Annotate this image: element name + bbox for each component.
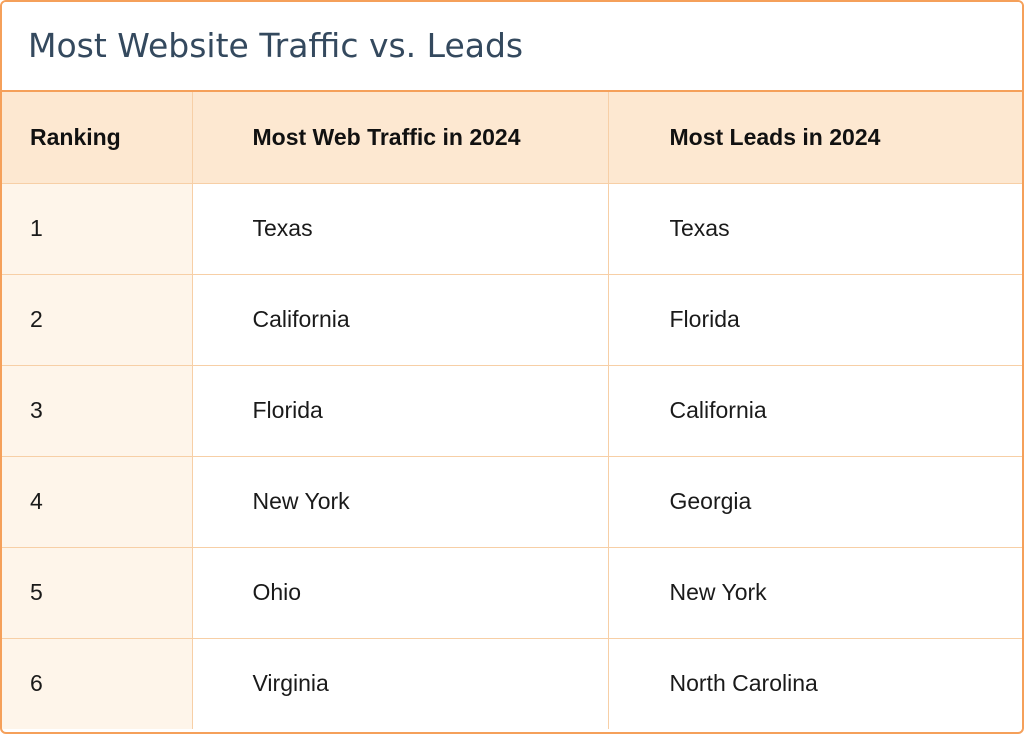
leads-cell: Texas <box>608 183 1022 275</box>
ranking-table: Ranking Most Web Traffic in 2024 Most Le… <box>2 92 1022 729</box>
column-header-leads: Most Leads in 2024 <box>608 92 1022 184</box>
leads-cell: California <box>608 365 1022 457</box>
header-row: Ranking Most Web Traffic in 2024 Most Le… <box>2 92 1022 184</box>
web-traffic-cell: California <box>192 274 609 366</box>
rank-cell: 3 <box>2 365 193 457</box>
web-traffic-cell: Florida <box>192 365 609 457</box>
column-header-web-traffic: Most Web Traffic in 2024 <box>192 92 609 184</box>
leads-cell: Florida <box>608 274 1022 366</box>
rank-cell: 1 <box>2 183 193 275</box>
table-row: 3 Florida California <box>2 365 1022 457</box>
leads-cell: New York <box>608 547 1022 639</box>
table-row: 4 New York Georgia <box>2 456 1022 548</box>
table-row: 2 California Florida <box>2 274 1022 366</box>
web-traffic-cell: Virginia <box>192 638 609 729</box>
table-row: 6 Virginia North Carolina <box>2 638 1022 729</box>
table-row: 5 Ohio New York <box>2 547 1022 639</box>
leads-cell: Georgia <box>608 456 1022 548</box>
rank-cell: 2 <box>2 274 193 366</box>
leads-cell: North Carolina <box>608 638 1022 729</box>
web-traffic-cell: Ohio <box>192 547 609 639</box>
web-traffic-cell: New York <box>192 456 609 548</box>
rank-cell: 6 <box>2 638 193 729</box>
rank-cell: 4 <box>2 456 193 548</box>
column-header-ranking: Ranking <box>2 92 193 184</box>
rank-cell: 5 <box>2 547 193 639</box>
title-bar: Most Website Traffic vs. Leads <box>2 2 1022 90</box>
table-row: 1 Texas Texas <box>2 183 1022 275</box>
title-divider <box>2 90 1022 92</box>
table-title: Most Website Traffic vs. Leads <box>28 26 524 65</box>
web-traffic-cell: Texas <box>192 183 609 275</box>
